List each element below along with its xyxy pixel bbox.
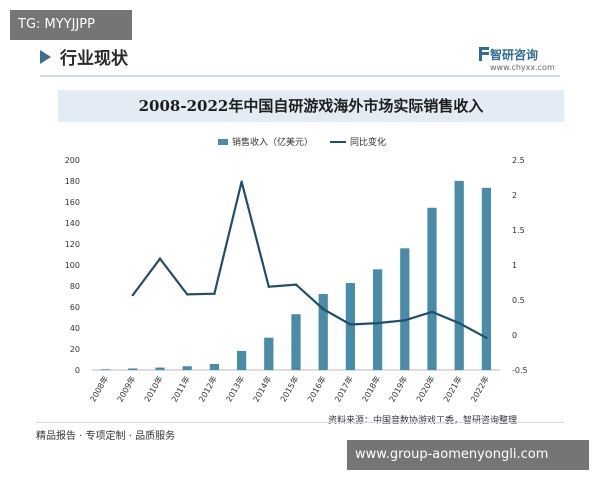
y-right-axis: -0.5 0 0.5 1 1.5 2 2.5 [512, 156, 528, 375]
x-tick-label: 2013年 [223, 374, 246, 404]
y-right-tick-label: 0 [512, 331, 517, 340]
line-point [458, 321, 461, 325]
line-point [186, 293, 189, 296]
line-point [322, 307, 325, 311]
bar [345, 283, 356, 370]
brand-logo-icon [479, 47, 489, 61]
brand-name: 智研咨询 [490, 48, 539, 62]
section-divider [40, 75, 560, 77]
bar [236, 350, 247, 370]
bar [454, 180, 464, 370]
section-title: 行业现状 [60, 49, 128, 69]
line-point [267, 285, 270, 288]
x-tick-label: 2017年 [332, 374, 355, 404]
x-tick-label: 2016年 [305, 374, 328, 404]
line-point [403, 319, 406, 322]
x-tick-label: 2019年 [387, 374, 410, 404]
chart-title: 2008-2022年中国自研游戏海外市场实际销售收入 [138, 97, 484, 115]
x-tick-label: 2018年 [359, 374, 382, 404]
section-marker-icon [40, 50, 51, 64]
y-right-tick-label: 1 [512, 261, 517, 270]
x-tick-label: 2010年 [142, 374, 165, 404]
x-tick-label: 2022年 [468, 374, 491, 404]
y-left-tick-label: 200 [65, 156, 80, 165]
y-right-tick-label: -0.5 [512, 366, 528, 375]
x-tick-label: 2008年 [87, 374, 110, 404]
bar [182, 366, 192, 370]
y-left-tick-label: 100 [65, 261, 80, 270]
line-series [131, 180, 488, 339]
bar [318, 293, 328, 370]
bar [100, 369, 111, 370]
y-right-tick-label: 1.5 [512, 226, 525, 235]
line-point [294, 283, 298, 286]
y-left-tick-label: 140 [65, 219, 80, 228]
chart-title-band [58, 90, 564, 122]
bar [264, 337, 274, 370]
bar [372, 269, 383, 370]
y-left-tick-label: 60 [70, 303, 80, 312]
line-path [131, 181, 487, 339]
line-point [485, 336, 488, 339]
bar [128, 368, 138, 370]
top-overlay-tag: TG: MYYJJPP [10, 10, 132, 40]
y-right-tick-label: 2.5 [512, 156, 525, 165]
bar [481, 187, 492, 370]
bar [427, 207, 437, 370]
legend-bar-swatch [218, 139, 228, 145]
source-note: 资料来源：中国音数协游戏工委，智研咨询整理 [328, 416, 518, 426]
line-point [349, 323, 352, 326]
bar [155, 367, 165, 370]
x-tick-label: 2011年 [169, 374, 192, 404]
line-point [376, 321, 379, 325]
legend-bar-label: 销售收入（亿美元） [232, 136, 313, 148]
line-point [240, 180, 243, 183]
y-left-tick-label: 40 [70, 324, 80, 333]
line-point [131, 293, 134, 297]
line-point [213, 292, 216, 295]
y-left-tick-label: 20 [70, 345, 80, 354]
y-right-tick-label: 2 [512, 191, 517, 200]
y-left-tick-label: 0 [75, 366, 80, 375]
brand-url: www.chyxx.com [490, 63, 555, 72]
x-tick-label: 2021年 [441, 374, 464, 404]
y-left-axis: 0 20 40 60 80 100 120 140 160 180 200 [65, 156, 80, 375]
footer-divider [36, 422, 564, 423]
x-tick-label: 2012年 [196, 374, 219, 404]
legend-line-label: 同比变化 [350, 136, 386, 148]
bar [209, 364, 220, 370]
y-left-tick-label: 160 [65, 198, 80, 207]
chart-legend: 销售收入（亿美元） 同比变化 [218, 136, 386, 148]
bar [400, 248, 410, 370]
bottom-watermark: www.group-aomenyongli.com [347, 440, 589, 470]
x-axis-labels: 2008年 2009年 2010年 2011年 2012年 2013年 2014年 2015年… [87, 374, 491, 404]
x-tick-label: 2020年 [414, 374, 437, 404]
x-tick-label: 2014年 [251, 374, 274, 404]
x-tick-label: 2015年 [278, 374, 301, 404]
x-tick-label: 2009年 [115, 374, 138, 404]
line-point [430, 310, 434, 314]
y-left-tick-label: 120 [65, 240, 80, 249]
bar-series [100, 180, 492, 370]
y-left-tick-label: 180 [65, 177, 80, 186]
line-point [158, 257, 162, 260]
y-right-tick-label: 0.5 [512, 296, 525, 305]
footer-slogan: 精品报告 · 专项定制 · 品质服务 [36, 431, 176, 442]
bar [291, 314, 301, 370]
y-left-tick-label: 80 [70, 282, 80, 291]
